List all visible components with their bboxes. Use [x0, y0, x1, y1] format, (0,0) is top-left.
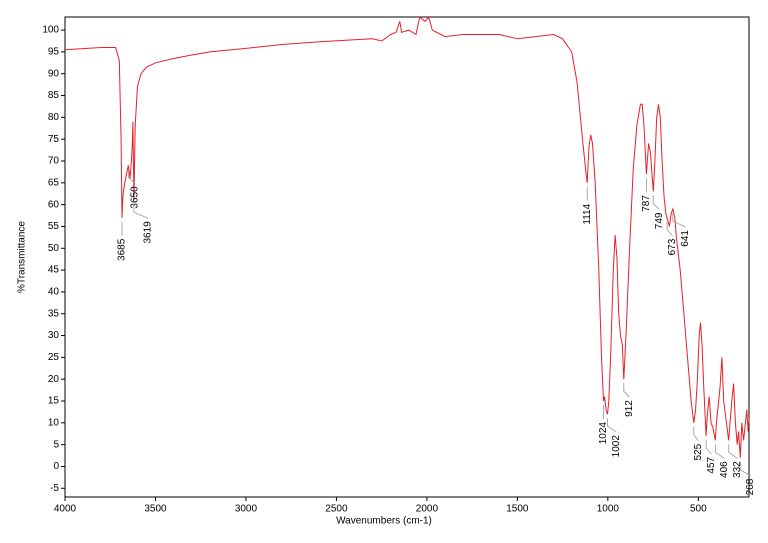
peak-leader — [739, 461, 751, 477]
peak-label: 912 — [624, 400, 635, 417]
peak-leader — [652, 195, 660, 210]
y-tick-label: 5 — [53, 439, 59, 450]
peak-label: 749 — [654, 212, 665, 229]
y-tick-label: 60 — [48, 199, 60, 210]
x-tick-label: 3500 — [144, 504, 167, 515]
y-tick-label: 80 — [48, 112, 60, 123]
peak-label: 3650 — [130, 186, 141, 209]
y-tick-label: 35 — [48, 308, 60, 319]
peak-label: 1002 — [611, 435, 622, 458]
peak-leader — [693, 426, 699, 442]
y-tick-label: 100 — [42, 25, 59, 36]
y-axis-label: %Transmittance — [17, 221, 28, 293]
peak-label: 3685 — [117, 238, 128, 261]
y-tick-label: 70 — [48, 156, 60, 167]
y-tick-label: 0 — [53, 461, 59, 472]
y-tick-label: 90 — [48, 68, 60, 79]
x-tick-label: 4000 — [54, 504, 77, 515]
peak-leader — [623, 383, 630, 398]
y-tick-label: 65 — [48, 177, 60, 188]
y-tick-label: 50 — [48, 243, 60, 254]
peak-leader — [728, 444, 738, 459]
y-tick-label: 45 — [48, 265, 60, 276]
y-tick-label: 30 — [48, 330, 60, 341]
peak-leader — [127, 169, 136, 184]
peak-label: 332 — [732, 461, 743, 478]
y-tick-label: 10 — [48, 417, 60, 428]
x-tick-label: 2500 — [325, 504, 348, 515]
y-tick-label: 85 — [48, 90, 60, 101]
peak-label: 1024 — [598, 422, 609, 445]
peak-leader — [133, 204, 149, 219]
y-tick-label: -5 — [50, 483, 59, 494]
peak-label: 787 — [641, 195, 652, 212]
y-tick-label: 40 — [48, 287, 60, 298]
peak-leader — [607, 418, 617, 433]
peak-label: 1114 — [582, 203, 593, 224]
y-tick-label: 15 — [48, 396, 60, 407]
x-tick-label: 500 — [690, 504, 707, 515]
y-tick-label: 20 — [48, 374, 60, 385]
peak-leader — [714, 444, 725, 459]
peak-leader — [705, 439, 712, 455]
peak-leader — [666, 221, 673, 236]
y-tick-label: 55 — [48, 221, 60, 232]
peak-label: 673 — [667, 238, 678, 255]
y-tick-label: 75 — [48, 134, 60, 145]
peak-label: 3619 — [143, 221, 154, 244]
peak-label: 406 — [719, 461, 730, 478]
peak-label: 268 — [745, 478, 756, 495]
y-tick-label: 95 — [48, 47, 60, 58]
peak-label: 457 — [706, 456, 717, 473]
peak-label: 525 — [693, 443, 704, 460]
peak-label: 641 — [680, 230, 691, 247]
y-tick-label: 25 — [48, 352, 60, 363]
plot-frame — [64, 16, 750, 498]
x-tick-label: 1500 — [506, 504, 529, 515]
x-tick-label: 3000 — [235, 504, 258, 515]
spectrum-line — [64, 15, 750, 458]
peak-leader — [672, 213, 686, 228]
x-tick-label: 2000 — [416, 504, 439, 515]
x-axis-label: Wavenumbers (cm-1) — [336, 516, 432, 527]
x-tick-label: 1000 — [597, 504, 620, 515]
